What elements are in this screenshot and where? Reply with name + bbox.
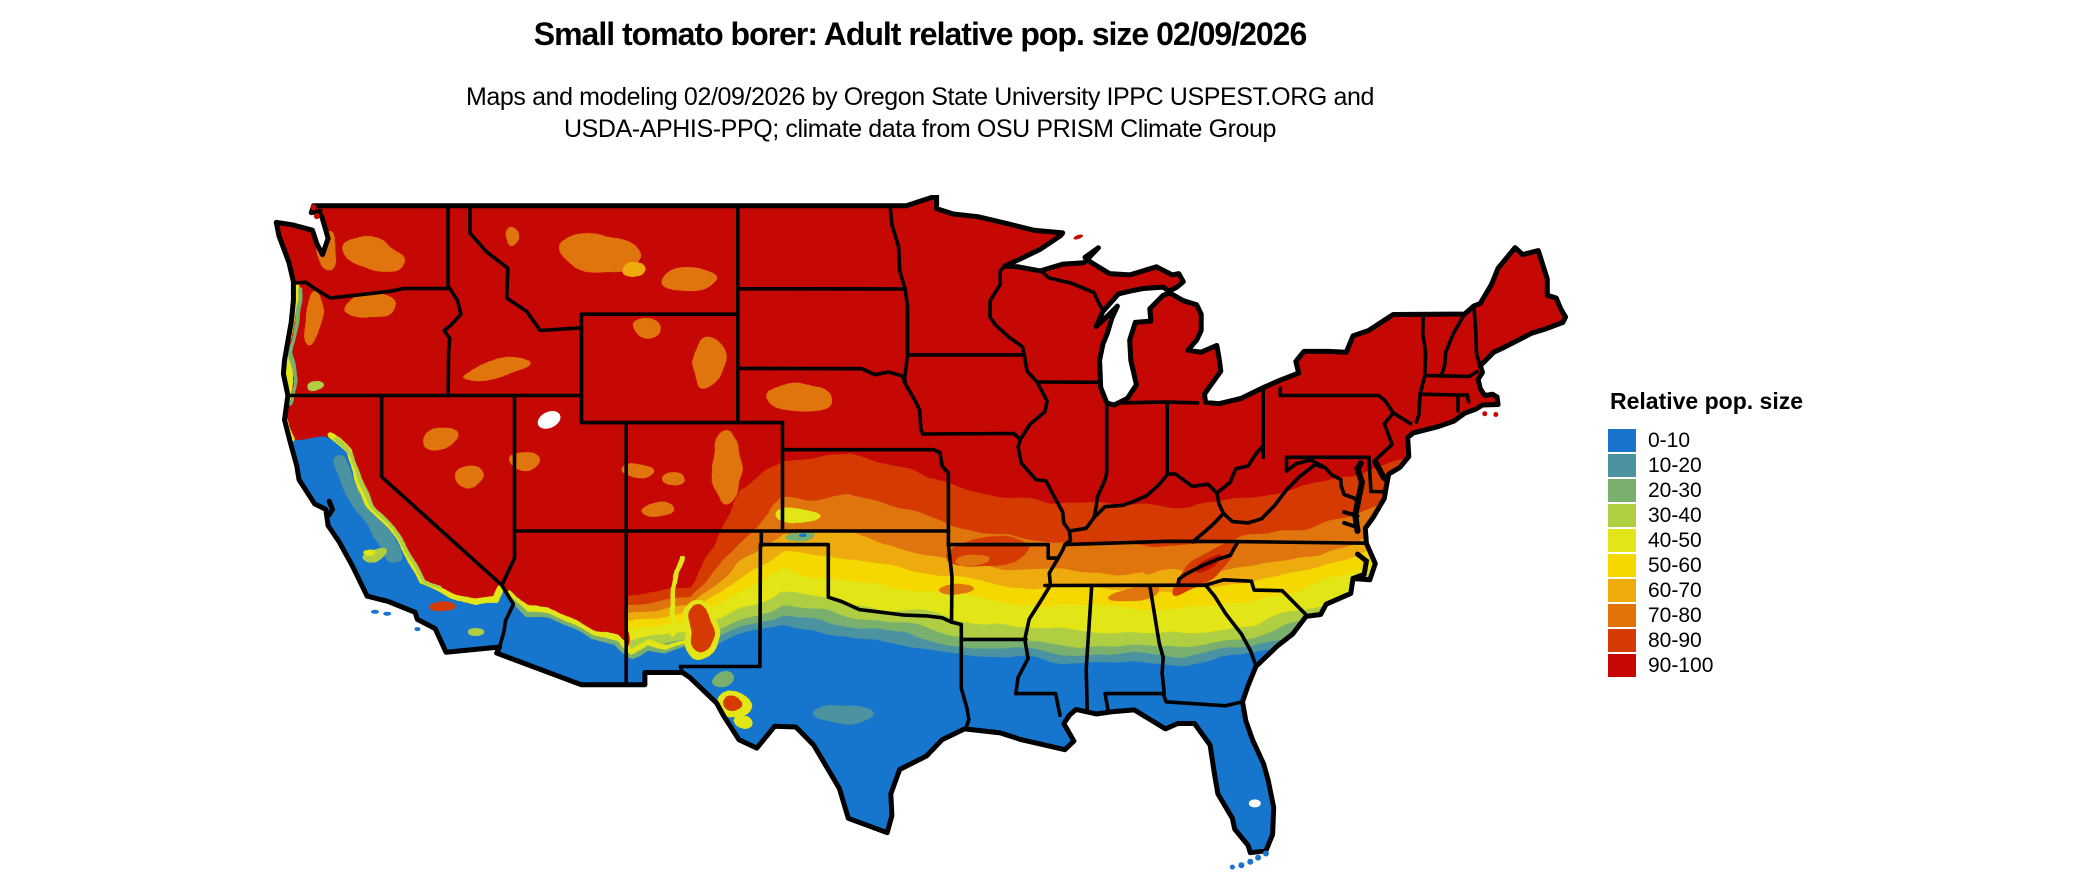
- legend-item-label: 70-80: [1648, 604, 1702, 627]
- legend-item-label: 10-20: [1648, 454, 1702, 477]
- map-legend: Relative pop. size 0-10 10-20 20-30 30-40 40…: [1608, 388, 1803, 678]
- map-title: Small tomato borer: Adult relative pop. …: [533, 16, 1308, 52]
- legend-swatch: [1608, 554, 1636, 577]
- legend-swatch: [1608, 429, 1636, 452]
- legend-item: 20-30: [1608, 478, 1803, 503]
- map-subtitle-line1: Maps and modeling 02/09/2026 by Oregon S…: [466, 83, 1374, 111]
- legend-item-label: 20-30: [1648, 479, 1702, 502]
- legend-item-label: 90-100: [1648, 654, 1714, 677]
- legend-swatch: [1608, 629, 1636, 652]
- legend-item-label: 60-70: [1648, 579, 1702, 602]
- legend-swatch: [1608, 604, 1636, 627]
- legend-swatch: [1608, 454, 1636, 477]
- legend-item: 60-70: [1608, 578, 1803, 603]
- legend-item: 0-10: [1608, 428, 1803, 453]
- map-subtitle-line2: USDA-APHIS-PPQ; climate data from OSU PR…: [563, 115, 1277, 143]
- legend-item: 90-100: [1608, 653, 1803, 678]
- legend-item: 10-20: [1608, 453, 1803, 478]
- us-map-raster: [276, 195, 1566, 853]
- legend-item: 40-50: [1608, 528, 1803, 553]
- legend-swatch: [1608, 504, 1636, 527]
- legend-swatch: [1608, 579, 1636, 602]
- legend-items: 0-10 10-20 20-30 30-40 40-50 50-60 60-70 70-80 8…: [1608, 428, 1803, 678]
- state-borders: [286, 204, 1482, 731]
- legend-swatch: [1608, 654, 1636, 677]
- legend-item-label: 40-50: [1648, 529, 1702, 552]
- legend-item-label: 80-90: [1648, 629, 1702, 652]
- legend-item-label: 0-10: [1648, 429, 1691, 452]
- legend-item: 30-40: [1608, 503, 1803, 528]
- legend-swatch: [1608, 479, 1636, 502]
- us-outline: [273, 195, 1569, 856]
- legend-item-label: 30-40: [1648, 504, 1702, 527]
- legend-item: 80-90: [1608, 628, 1803, 653]
- legend-item: 70-80: [1608, 603, 1803, 628]
- us-map: [273, 195, 1569, 870]
- legend-swatch: [1608, 529, 1636, 552]
- legend-title: Relative pop. size: [1610, 388, 1804, 414]
- legend-item-label: 50-60: [1648, 554, 1702, 577]
- legend-item: 50-60: [1608, 553, 1803, 578]
